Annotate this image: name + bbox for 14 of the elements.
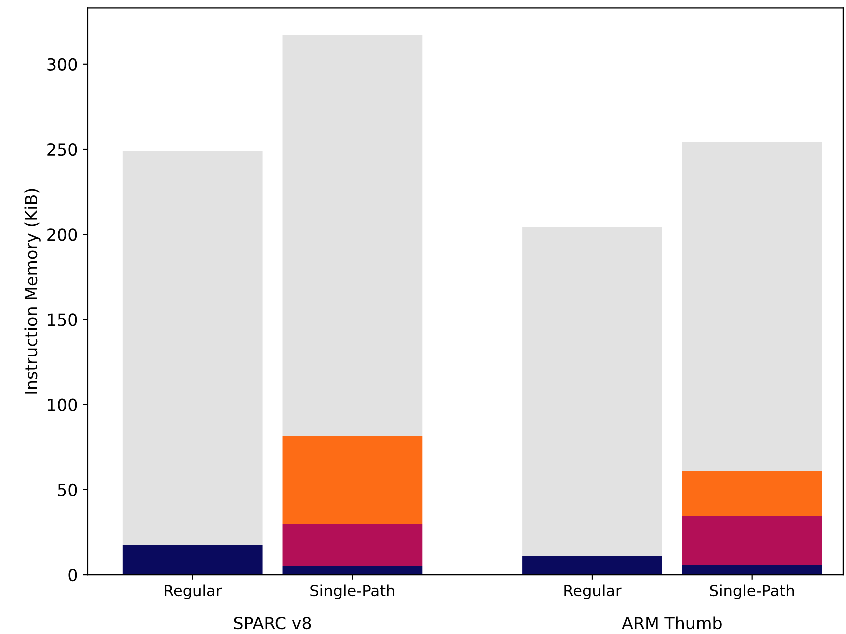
x-tick-label: Single-Path <box>310 584 394 600</box>
x-tick-label: Single-Path <box>710 584 794 600</box>
text: ARM Thumb <box>622 616 722 630</box>
x-tick-label: Regular <box>165 584 222 600</box>
x-tick-label: Regular <box>564 584 622 600</box>
y-tick-label: 250 <box>48 143 78 156</box>
y-tick-label: 150 <box>48 314 78 326</box>
y-tick-label: 50 <box>58 484 78 497</box>
y-tick-label: 0 <box>68 569 78 582</box>
y-tick-label: 200 <box>48 228 78 242</box>
y-tick-label: 100 <box>48 398 78 412</box>
y-axis-title: Instruction Memory (KiB) <box>24 189 41 394</box>
text: SPARC v8 <box>234 617 312 630</box>
y-tick-label: 300 <box>48 58 78 71</box>
